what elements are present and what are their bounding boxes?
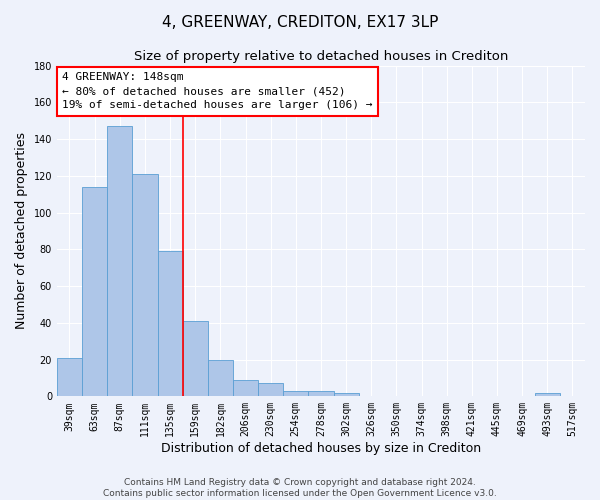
Title: Size of property relative to detached houses in Crediton: Size of property relative to detached ho… [134, 50, 508, 63]
Bar [133, 174, 158, 396]
Bar [107, 126, 133, 396]
Text: 4, GREENWAY, CREDITON, EX17 3LP: 4, GREENWAY, CREDITON, EX17 3LP [162, 15, 438, 30]
Bar [334, 392, 359, 396]
Bar [308, 391, 334, 396]
Bar [82, 187, 107, 396]
Bar [258, 384, 283, 396]
Text: 4 GREENWAY: 148sqm
← 80% of detached houses are smaller (452)
19% of semi-detach: 4 GREENWAY: 148sqm ← 80% of detached hou… [62, 72, 373, 110]
Bar [182, 321, 208, 396]
Text: Contains HM Land Registry data © Crown copyright and database right 2024.
Contai: Contains HM Land Registry data © Crown c… [103, 478, 497, 498]
Bar [283, 391, 308, 396]
X-axis label: Distribution of detached houses by size in Crediton: Distribution of detached houses by size … [161, 442, 481, 455]
Bar [158, 251, 182, 396]
Y-axis label: Number of detached properties: Number of detached properties [15, 132, 28, 330]
Bar [535, 392, 560, 396]
Bar [208, 360, 233, 397]
Bar [57, 358, 82, 397]
Bar [233, 380, 258, 396]
